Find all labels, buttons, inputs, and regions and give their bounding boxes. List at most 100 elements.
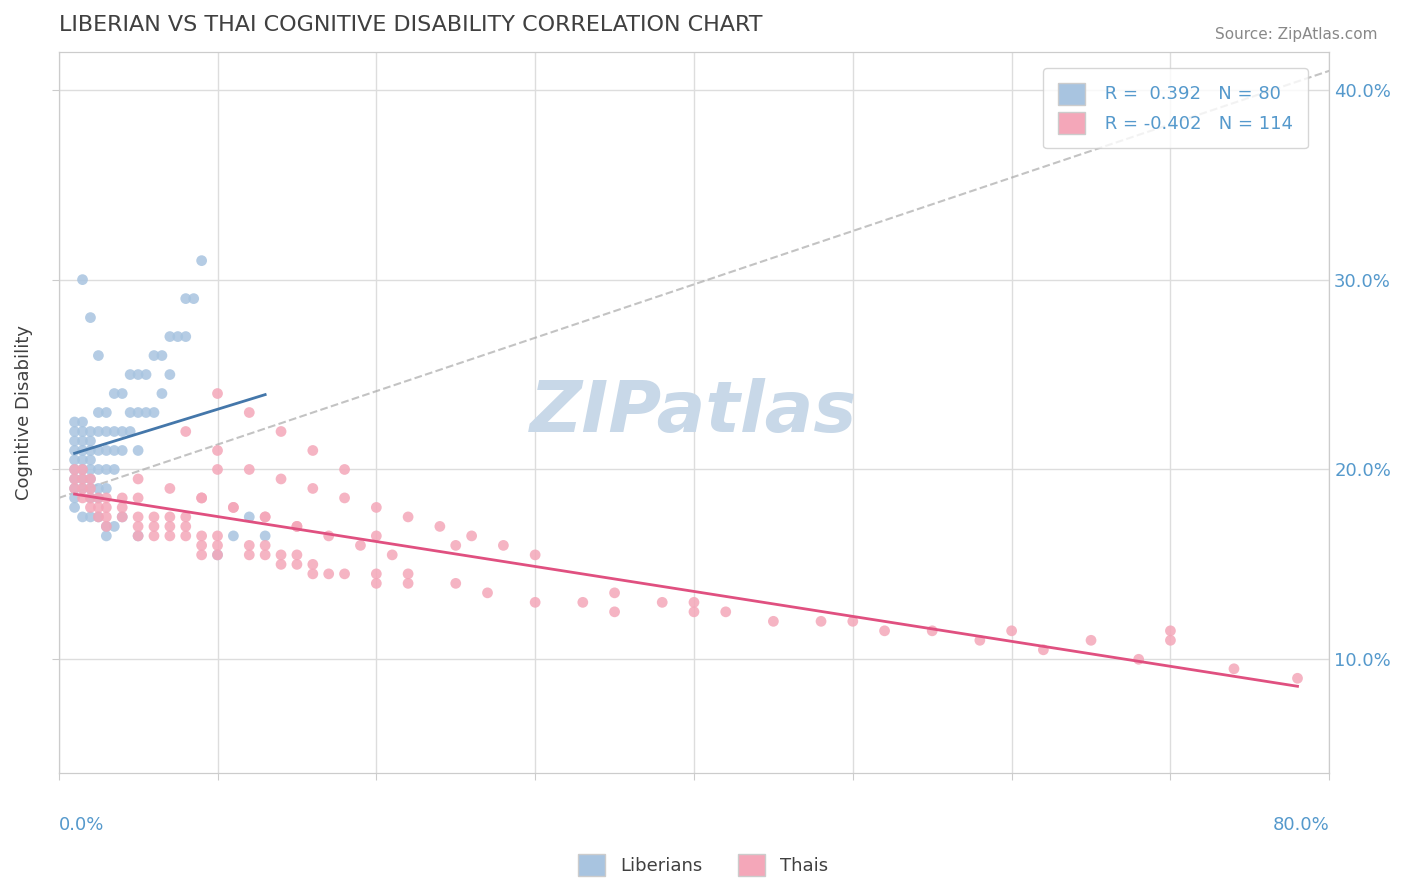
Point: [207, 548, 229, 562]
Point: [72, 415, 94, 429]
Point: [222, 529, 245, 543]
Point: [120, 368, 142, 382]
Point: [190, 253, 212, 268]
Point: [87, 405, 110, 419]
Point: [921, 624, 943, 638]
Point: [79, 500, 101, 515]
Point: [174, 329, 197, 343]
Point: [762, 615, 785, 629]
Point: [96, 519, 118, 533]
Point: [207, 386, 229, 401]
Point: [603, 605, 626, 619]
Point: [87, 425, 110, 439]
Point: [366, 500, 388, 515]
Point: [72, 491, 94, 505]
Point: [87, 510, 110, 524]
Point: [366, 576, 388, 591]
Point: [96, 519, 118, 533]
Point: [333, 462, 356, 476]
Point: [190, 529, 212, 543]
Point: [301, 566, 323, 581]
Point: [103, 462, 125, 476]
Point: [96, 500, 118, 515]
Point: [96, 482, 118, 496]
Point: [174, 519, 197, 533]
Point: [166, 329, 188, 343]
Point: [72, 472, 94, 486]
Point: [127, 443, 149, 458]
Point: [72, 434, 94, 448]
Point: [396, 510, 419, 524]
Point: [79, 462, 101, 476]
Point: [190, 538, 212, 552]
Point: [127, 510, 149, 524]
Point: [72, 443, 94, 458]
Point: [1128, 652, 1150, 666]
Point: [127, 529, 149, 543]
Point: [1159, 633, 1181, 648]
Point: [159, 368, 181, 382]
Point: [174, 529, 197, 543]
Point: [79, 425, 101, 439]
Point: [79, 482, 101, 496]
Point: [79, 491, 101, 505]
Point: [254, 529, 277, 543]
Point: [63, 472, 86, 486]
Point: [127, 405, 149, 419]
Point: [111, 386, 134, 401]
Point: [572, 595, 595, 609]
Point: [111, 510, 134, 524]
Point: [143, 510, 166, 524]
Point: [111, 425, 134, 439]
Point: [683, 595, 706, 609]
Point: [111, 510, 134, 524]
Point: [207, 462, 229, 476]
Point: [135, 368, 157, 382]
Point: [301, 443, 323, 458]
Point: [63, 443, 86, 458]
Point: [301, 558, 323, 572]
Point: [254, 548, 277, 562]
Point: [477, 586, 499, 600]
Point: [63, 453, 86, 467]
Point: [285, 548, 308, 562]
Point: [63, 472, 86, 486]
Point: [1159, 624, 1181, 638]
Point: [87, 491, 110, 505]
Point: [87, 500, 110, 515]
Y-axis label: Cognitive Disability: Cognitive Disability: [15, 325, 32, 500]
Point: [333, 491, 356, 505]
Point: [111, 500, 134, 515]
Point: [96, 443, 118, 458]
Point: [238, 462, 260, 476]
Point: [79, 434, 101, 448]
Point: [190, 491, 212, 505]
Point: [87, 510, 110, 524]
Legend:  R =  0.392   N = 80,  R = -0.402   N = 114: R = 0.392 N = 80, R = -0.402 N = 114: [1043, 68, 1308, 148]
Point: [318, 566, 340, 581]
Point: [79, 310, 101, 325]
Point: [1080, 633, 1102, 648]
Point: [238, 548, 260, 562]
Point: [127, 472, 149, 486]
Legend: Liberians, Thais: Liberians, Thais: [571, 847, 835, 883]
Point: [103, 519, 125, 533]
Point: [174, 292, 197, 306]
Point: [460, 529, 482, 543]
Point: [683, 605, 706, 619]
Point: [444, 576, 467, 591]
Point: [96, 405, 118, 419]
Point: [714, 605, 737, 619]
Point: [143, 529, 166, 543]
Point: [842, 615, 865, 629]
Point: [72, 510, 94, 524]
Point: [207, 538, 229, 552]
Point: [190, 548, 212, 562]
Point: [63, 462, 86, 476]
Point: [603, 586, 626, 600]
Point: [135, 405, 157, 419]
Point: [254, 510, 277, 524]
Point: [72, 272, 94, 286]
Point: [120, 405, 142, 419]
Point: [127, 491, 149, 505]
